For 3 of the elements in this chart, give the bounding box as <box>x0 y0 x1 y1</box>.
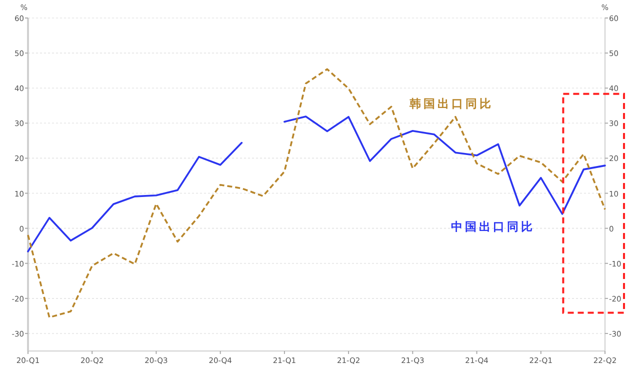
line-series <box>27 68 606 318</box>
series-label: 韩国出口同比 <box>408 96 494 111</box>
series-label: 中国出口同比 <box>451 220 536 234</box>
